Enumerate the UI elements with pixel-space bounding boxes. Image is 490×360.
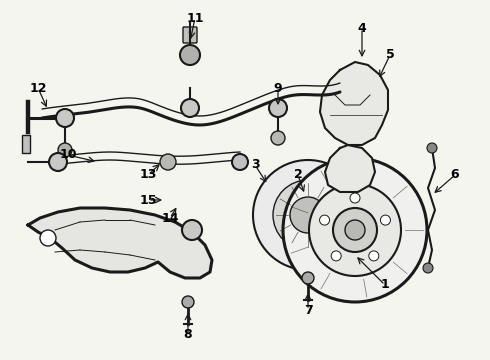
Text: 15: 15 xyxy=(139,194,157,207)
FancyBboxPatch shape xyxy=(22,135,30,153)
Circle shape xyxy=(273,180,343,250)
Text: 10: 10 xyxy=(59,148,77,162)
Circle shape xyxy=(180,45,200,65)
Text: 5: 5 xyxy=(386,49,394,62)
Text: 4: 4 xyxy=(358,22,367,35)
Circle shape xyxy=(283,158,427,302)
Circle shape xyxy=(309,184,401,276)
Polygon shape xyxy=(320,62,388,145)
Circle shape xyxy=(49,153,67,171)
Text: 1: 1 xyxy=(381,279,390,292)
Circle shape xyxy=(345,220,365,240)
Text: 11: 11 xyxy=(186,12,204,24)
Text: 6: 6 xyxy=(451,168,459,181)
Circle shape xyxy=(380,215,391,225)
Circle shape xyxy=(369,251,379,261)
Polygon shape xyxy=(325,145,375,192)
Text: 3: 3 xyxy=(251,158,259,171)
Circle shape xyxy=(302,272,314,284)
Polygon shape xyxy=(28,208,212,278)
Circle shape xyxy=(331,251,341,261)
Text: 2: 2 xyxy=(294,168,302,181)
Text: 9: 9 xyxy=(274,81,282,94)
Circle shape xyxy=(181,99,199,117)
Circle shape xyxy=(56,109,74,127)
Circle shape xyxy=(182,296,194,308)
Circle shape xyxy=(253,160,363,270)
Circle shape xyxy=(290,197,326,233)
Circle shape xyxy=(58,143,72,157)
Text: 14: 14 xyxy=(161,211,179,225)
Text: 8: 8 xyxy=(184,328,192,342)
Circle shape xyxy=(427,143,437,153)
Text: 7: 7 xyxy=(304,303,313,316)
Circle shape xyxy=(269,99,287,117)
Circle shape xyxy=(333,208,377,252)
Circle shape xyxy=(182,220,202,240)
Text: 13: 13 xyxy=(139,168,157,181)
Circle shape xyxy=(271,131,285,145)
Circle shape xyxy=(319,215,330,225)
Circle shape xyxy=(423,263,433,273)
Text: 12: 12 xyxy=(29,81,47,94)
Circle shape xyxy=(232,154,248,170)
FancyBboxPatch shape xyxy=(183,27,197,43)
Circle shape xyxy=(160,154,176,170)
Circle shape xyxy=(350,193,360,203)
Circle shape xyxy=(40,230,56,246)
